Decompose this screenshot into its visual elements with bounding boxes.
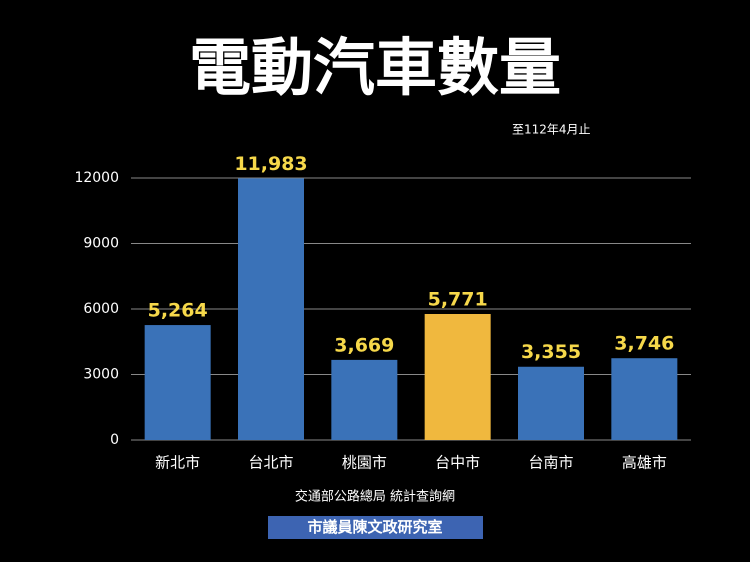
y-tick-label: 6000 <box>83 301 119 317</box>
y-tick-label: 12000 <box>74 170 119 186</box>
bar <box>238 178 304 441</box>
value-label: 11,983 <box>234 153 307 175</box>
y-tick-label: 3000 <box>83 367 119 383</box>
credit-banner <box>268 516 483 539</box>
y-tick-label: 0 <box>110 432 119 448</box>
value-label: 5,264 <box>148 300 208 322</box>
x-tick-label: 高雄市 <box>622 454 667 472</box>
x-tick-label: 桃園市 <box>342 454 387 472</box>
bar <box>144 325 211 440</box>
value-label: 3,669 <box>334 334 394 356</box>
y-tick-label: 9000 <box>83 236 119 252</box>
bar <box>611 358 678 440</box>
source-note: 交通部公路總局 統計查詢網 <box>295 489 455 505</box>
bar <box>331 359 398 440</box>
bar <box>424 313 491 440</box>
value-label: 3,746 <box>614 333 674 355</box>
credit-text: 市議員陳文政研究室 <box>307 518 442 536</box>
chart-title: 電動汽車數量 <box>189 31 561 104</box>
x-tick-label: 台中市 <box>435 454 480 472</box>
value-label: 5,771 <box>428 288 488 310</box>
x-tick-label: 台南市 <box>528 454 573 472</box>
x-tick-label: 新北市 <box>155 454 200 472</box>
bar <box>518 366 584 440</box>
value-label: 3,355 <box>521 341 581 363</box>
x-tick-label: 台北市 <box>248 454 293 472</box>
chart-subtitle: 至112年4月止 <box>512 123 591 137</box>
